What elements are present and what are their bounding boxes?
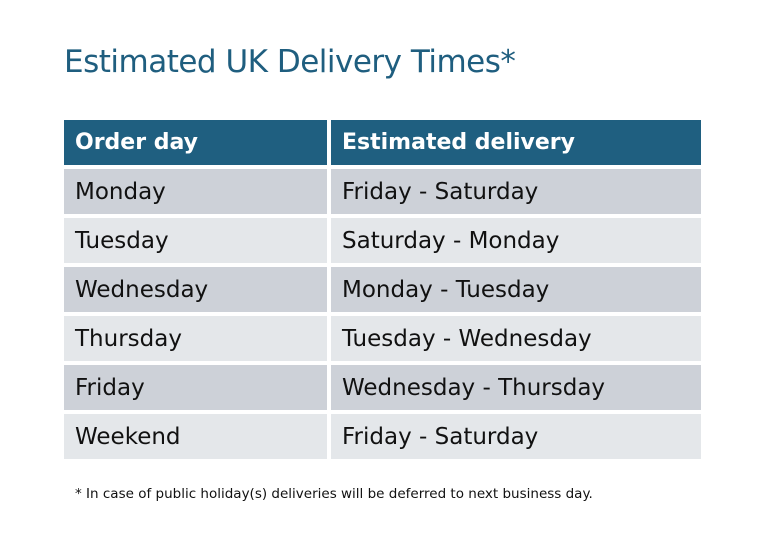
cell-delivery: Saturday - Monday	[331, 218, 701, 263]
cell-order-day: Thursday	[64, 316, 327, 361]
cell-order-day: Monday	[64, 169, 327, 214]
header-order-day: Order day	[64, 120, 327, 165]
page-title: Estimated UK Delivery Times*	[64, 44, 516, 80]
cell-delivery: Monday - Tuesday	[331, 267, 701, 312]
cell-order-day: Wednesday	[64, 267, 327, 312]
cell-order-day: Tuesday	[64, 218, 327, 263]
cell-order-day: Friday	[64, 365, 327, 410]
cell-delivery: Friday - Saturday	[331, 414, 701, 459]
cell-delivery: Friday - Saturday	[331, 169, 701, 214]
header-estimated-delivery: Estimated delivery	[331, 120, 701, 165]
cell-order-day: Weekend	[64, 414, 327, 459]
cell-delivery: Wednesday - Thursday	[331, 365, 701, 410]
footnote: * In case of public holiday(s) deliverie…	[75, 486, 593, 502]
cell-delivery: Tuesday - Wednesday	[331, 316, 701, 361]
delivery-table: Order day Estimated delivery Monday Frid…	[64, 120, 701, 459]
